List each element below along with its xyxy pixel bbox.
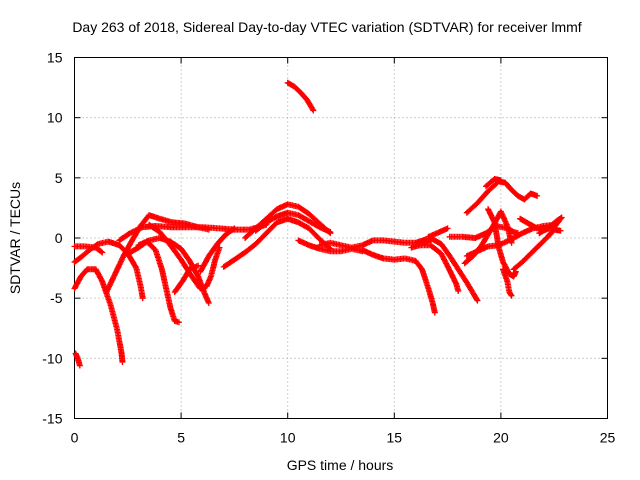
y-axis-tick-labels: -15 -10 -5 0 5 10 15 [42, 50, 62, 427]
data-point-markers [316, 236, 430, 251]
series-arc-15 [284, 79, 317, 114]
series-arc-2 [71, 266, 126, 365]
series-arc-28 [500, 266, 515, 299]
series-arc-4 [71, 243, 106, 256]
series-arc-9 [146, 221, 223, 292]
series-arc-11 [197, 225, 238, 275]
series-arc-31 [536, 214, 565, 237]
series-arc-26 [461, 208, 515, 267]
y-axis-label: SDTVAR / TECUs [7, 182, 23, 294]
series-arc-19 [408, 242, 462, 294]
data-marks [71, 79, 565, 369]
x-tick-label: 15 [387, 430, 403, 446]
y-tick-label: 10 [47, 110, 63, 126]
y-tick-label: -15 [42, 411, 62, 427]
series-arc-25 [483, 176, 504, 190]
y-tick-label: 5 [55, 170, 63, 186]
data-point-markers [536, 214, 565, 237]
data-point-markers [146, 221, 223, 292]
data-point-markers [483, 176, 504, 190]
x-tick-label: 10 [280, 430, 296, 446]
series-arc-27 [485, 206, 519, 280]
data-point-markers [500, 266, 515, 299]
data-point-markers [284, 79, 317, 114]
data-point-markers [71, 266, 126, 365]
x-axis-label: GPS time / hours [287, 457, 394, 473]
x-tick-label: 20 [493, 430, 509, 446]
data-point-markers [197, 225, 238, 275]
y-tick-label: -10 [42, 350, 62, 366]
y-tick-label: 15 [47, 50, 63, 66]
series-arc-29 [510, 226, 564, 273]
y-tick-label: -5 [50, 290, 63, 306]
plot-frame [74, 57, 608, 419]
series-arc-21 [425, 225, 451, 240]
series-arc-17 [316, 236, 430, 251]
series-arc-10 [171, 262, 202, 296]
data-point-markers [485, 206, 519, 280]
data-point-markers [359, 247, 438, 316]
chart-title: Day 263 of 2018, Sidereal Day-to-day VTE… [72, 19, 581, 35]
data-point-markers [220, 215, 334, 270]
data-point-markers [510, 226, 564, 273]
data-point-markers [135, 235, 212, 306]
series-arc-14 [252, 209, 334, 235]
data-point-markers [419, 236, 481, 304]
data-point-markers [252, 209, 334, 235]
series-arc-12 [220, 215, 334, 270]
axis-ticks [74, 57, 608, 419]
y-tick-label: 0 [55, 230, 63, 246]
grid [74, 57, 608, 419]
data-point-markers [461, 208, 515, 267]
x-axis-tick-labels: 0 5 10 15 20 25 [71, 430, 616, 446]
x-tick-label: 0 [71, 430, 79, 446]
data-point-markers [425, 225, 451, 240]
x-tick-label: 25 [600, 430, 616, 446]
data-point-markers [171, 262, 202, 296]
series-arc-3 [72, 350, 83, 369]
series-arc-20 [419, 236, 481, 304]
x-tick-label: 5 [177, 430, 185, 446]
series-arc-8 [135, 235, 212, 306]
data-point-markers [408, 242, 462, 294]
series-arc-18 [359, 247, 438, 316]
data-point-markers [72, 350, 83, 369]
data-point-markers [71, 243, 106, 256]
